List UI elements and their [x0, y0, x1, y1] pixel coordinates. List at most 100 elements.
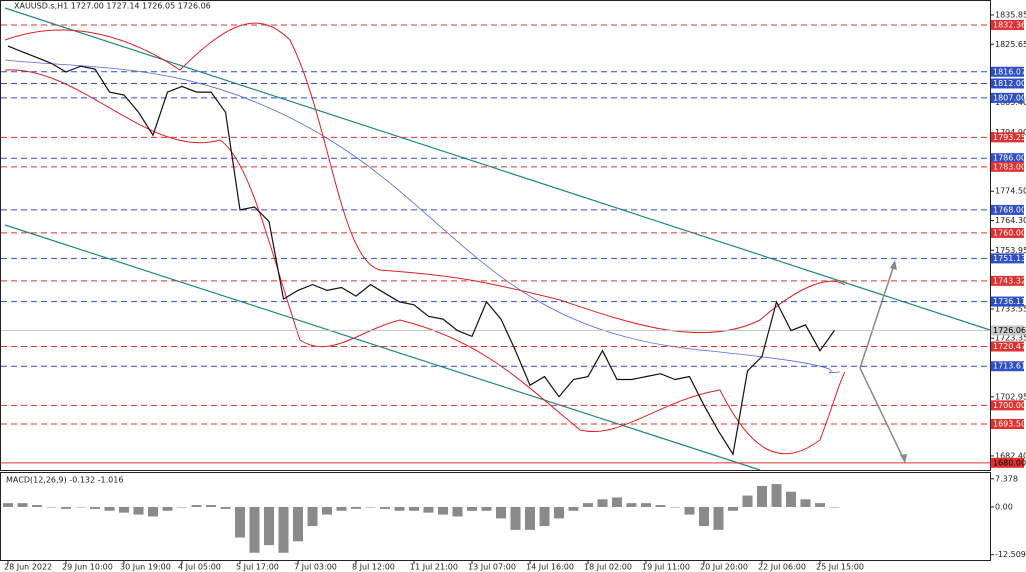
- macd-bar: [423, 506, 434, 513]
- macd-bar: [597, 499, 608, 507]
- macd-bar: [496, 506, 506, 519]
- x-tick-label: 4 Jul 05:00: [178, 563, 221, 572]
- macd-bar: [452, 506, 463, 517]
- level-label: 1807.00: [993, 93, 1026, 102]
- level-box: [991, 296, 1024, 307]
- x-tick-label: 20 Jul 20:00: [700, 563, 748, 572]
- x-tick-label: 30 Jun 19:00: [120, 563, 171, 572]
- y-tick-label: 1835.85: [995, 10, 1026, 19]
- macd-bar: [786, 491, 796, 507]
- level-label: 1768.00: [993, 205, 1026, 214]
- level-label: 1760.00: [993, 228, 1026, 237]
- macd-bar: [307, 506, 318, 527]
- macd-bar: [626, 503, 637, 507]
- level-label: 1713.61: [993, 362, 1026, 371]
- x-tick-label: 19 Jul 11:00: [642, 563, 690, 572]
- macd-bar: [264, 506, 274, 546]
- level-box: [991, 132, 1024, 143]
- macd-bar: [757, 485, 767, 507]
- channel-line: [4, 7, 991, 331]
- macd-bar: [815, 503, 825, 507]
- macd-frame: [0, 472, 991, 561]
- main-frame: [0, 0, 991, 471]
- macd-bar: [3, 503, 13, 507]
- level-label: 1793.25: [993, 133, 1026, 142]
- macd-bar: [612, 497, 622, 507]
- level-box: [991, 341, 1024, 352]
- macd-bar: [75, 506, 86, 508]
- macd-bar: [713, 506, 724, 530]
- x-tick-label: 5 Jul 17:00: [236, 563, 279, 572]
- macd-bar: [104, 506, 115, 511]
- level-label: 1726.06: [993, 326, 1026, 335]
- level-box: [991, 92, 1024, 103]
- price-line: [7, 45, 835, 456]
- y-tick-label: 1774.50: [995, 187, 1026, 196]
- level-label: 1693.50: [993, 420, 1026, 429]
- macd-bar: [119, 506, 129, 513]
- bollinger-lower: [4, 69, 846, 455]
- macd-bar: [133, 506, 144, 515]
- y-tick-label: 7.378: [995, 474, 1018, 483]
- macd-bar: [568, 506, 579, 511]
- moving-average: [4, 59, 841, 374]
- level-box: [991, 153, 1024, 164]
- level-label: 1680.00: [993, 458, 1026, 467]
- level-label: 1743.32: [993, 276, 1026, 285]
- x-tick-label: 8 Jul 12:00: [352, 563, 395, 572]
- chart-title: XAUUSD.s,H1 1727.00 1727.14 1726.05 1726…: [14, 2, 211, 11]
- level-box: [991, 325, 1024, 336]
- macd-bar: [525, 506, 535, 530]
- level-box: [991, 204, 1024, 215]
- y-tick-label: 1682.40: [995, 451, 1026, 460]
- bollinger-upper: [4, 22, 846, 334]
- level-box: [991, 457, 1024, 468]
- macd-bar: [670, 506, 680, 508]
- level-box: [991, 253, 1024, 264]
- macd-bar: [365, 506, 376, 508]
- macd-bar: [235, 506, 245, 538]
- macd-bar: [380, 506, 390, 509]
- macd-bar: [293, 506, 303, 542]
- y-tick-label: 1733.55: [995, 304, 1026, 313]
- macd-bar: [728, 506, 738, 511]
- macd-bar: [220, 506, 231, 509]
- level-label: 1751.13: [993, 254, 1026, 263]
- level-box: [991, 275, 1024, 286]
- macd-bar: [394, 506, 405, 511]
- macd-bar: [191, 505, 202, 507]
- macd-bar: [539, 506, 550, 527]
- y-tick-label: 0.00: [995, 502, 1013, 511]
- macd-title: MACD(12,26,9) -0.132 -1.016: [6, 476, 123, 485]
- macd-bar: [829, 506, 840, 508]
- macd-bar: [148, 506, 158, 517]
- x-tick-label: 29 Jun 10:00: [62, 563, 113, 572]
- x-tick-label: 18 Jul 02:00: [584, 563, 632, 572]
- macd-bar: [162, 506, 173, 511]
- level-box: [991, 66, 1024, 77]
- macd-bar: [206, 505, 216, 507]
- macd-bar: [249, 506, 260, 553]
- x-tick-label: 14 Jul 16:00: [526, 563, 574, 572]
- level-box: [991, 161, 1024, 172]
- macd-bar: [46, 506, 57, 508]
- level-label: 1832.36: [993, 20, 1026, 29]
- macd-bar: [641, 503, 651, 507]
- x-tick-label: 13 Jul 07:00: [468, 563, 516, 572]
- macd-bar: [771, 484, 782, 507]
- y-tick-label: 1825.65: [995, 40, 1026, 49]
- macd-bar: [17, 503, 28, 507]
- y-tick-label: 1723.35: [995, 334, 1026, 343]
- macd-bar: [336, 506, 347, 511]
- macd-bar: [742, 495, 753, 507]
- macd-bar: [409, 506, 419, 511]
- x-tick-label: 25 Jul 15:00: [816, 563, 864, 572]
- x-tick-label: 7 Jul 03:00: [294, 563, 337, 572]
- level-label: 1786.00: [993, 154, 1026, 163]
- level-label: 1816.07: [993, 67, 1026, 76]
- macd-bar: [554, 506, 564, 519]
- macd-bar: [90, 506, 100, 509]
- channel-line: [4, 224, 761, 471]
- level-box: [991, 78, 1024, 89]
